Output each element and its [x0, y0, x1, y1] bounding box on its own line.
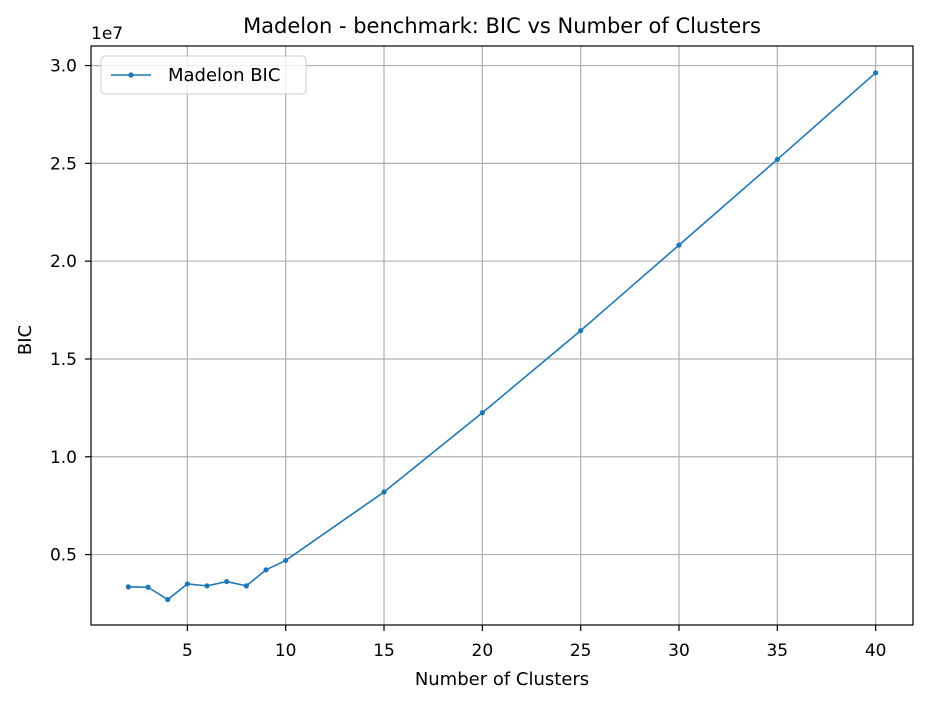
- data-point: [184, 581, 190, 587]
- x-tick-label: 5: [182, 641, 193, 661]
- x-tick-label: 10: [275, 641, 297, 661]
- data-point: [263, 567, 269, 573]
- data-point: [243, 583, 249, 589]
- x-axis-ticks: 5 10 15 20 25 30 35 40: [182, 625, 887, 661]
- data-point: [125, 584, 131, 590]
- y-tick-label: 3.0: [50, 57, 77, 77]
- data-point: [381, 489, 387, 495]
- legend: Madelon BIC: [100, 55, 307, 95]
- plot-frame: [90, 45, 914, 626]
- data-point: [873, 70, 879, 76]
- y-tick-label: 2.5: [50, 154, 77, 174]
- grid-lines: [91, 46, 913, 625]
- data-point: [204, 583, 210, 589]
- data-point: [676, 242, 682, 248]
- data-point: [145, 584, 151, 590]
- x-tick-label: 30: [668, 641, 690, 661]
- y-axis-label: BIC: [15, 325, 36, 355]
- data-point: [283, 557, 289, 564]
- y-axis-offset-label: 1e7: [91, 24, 123, 44]
- y-tick-label: 1.5: [50, 350, 77, 370]
- x-tick-label: 40: [865, 641, 887, 661]
- series-line: [128, 72, 877, 601]
- data-point: [224, 578, 230, 585]
- chart-title: Madelon - benchmark: BIC vs Number of Cl…: [243, 14, 761, 38]
- x-tick-label: 15: [373, 641, 395, 661]
- y-axis-ticks: 0.5 1.0 1.5 2.0 2.5 3.0: [50, 57, 91, 566]
- legend-marker-sample: [128, 72, 134, 78]
- data-point: [479, 410, 485, 416]
- x-tick-label: 20: [472, 641, 494, 661]
- data-point: [578, 328, 584, 334]
- x-tick-label: 35: [766, 641, 788, 661]
- data-point: [165, 596, 171, 603]
- x-axis-label: Number of Clusters: [415, 669, 589, 690]
- series-layer: [125, 70, 879, 603]
- legend-box: [100, 55, 307, 95]
- x-tick-label: 25: [570, 641, 592, 661]
- y-tick-label: 2.0: [50, 252, 77, 272]
- data-point: [774, 156, 780, 163]
- y-tick-label: 0.5: [50, 546, 77, 566]
- y-tick-label: 1.0: [50, 448, 77, 468]
- legend-label: Madelon BIC: [168, 65, 280, 86]
